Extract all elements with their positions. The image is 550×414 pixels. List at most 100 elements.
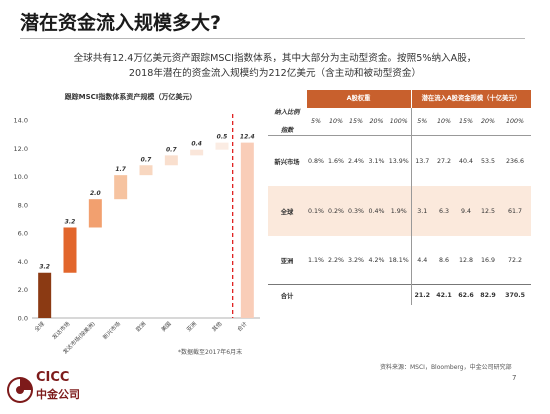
source-note: 资料来源：MSCI，Bloomberg，中金公司研究部 (380, 364, 512, 371)
table-cell: 12.5 (477, 186, 499, 236)
bar-value-label: 0.7 (141, 156, 152, 163)
category-label: 其他 (210, 319, 224, 333)
table-cell: 72.2 (508, 256, 523, 264)
table-cell: 53.5 (480, 157, 496, 165)
table-row: 亚洲 1.1% 2.2% 3.2% 4.2% 18.1% 4.4 8.6 12.… (268, 236, 531, 285)
y-tick-label: 0.0 (18, 315, 28, 323)
table-cell: 61.7 (499, 186, 532, 236)
waterfall-bar (215, 142, 229, 150)
col-header: 20% (477, 108, 499, 136)
header-inflow: 潜在流入A股资金规模（十亿美元） (410, 90, 532, 108)
title-divider (20, 38, 525, 39)
table-subheader-row: 纳入比例 指数 5% 10% 15% 20% 100% 5% 10% 15% 2… (268, 108, 532, 136)
total-label: 合计 (268, 284, 306, 305)
table-cell: 0.8% (308, 157, 324, 165)
table-total-row: 合计 21.2 42.1 62.6 82.9 370.5 (268, 284, 532, 305)
table-cell: 12.8 (458, 256, 474, 264)
table-cell: 3.1 (410, 186, 433, 236)
table-cell: 27.2 (436, 157, 452, 165)
table-cell: 62.6 (455, 284, 477, 305)
bar-value-label: 0.4 (191, 141, 202, 148)
col-header: 20% (366, 108, 387, 136)
logo-en: CICC (36, 370, 70, 385)
y-tick-label: 10.0 (14, 173, 28, 181)
subtitle-line-1: 全球共有12.4万亿美元资产跟踪MSCI指数体系，其中大部分为主动型资金。按照5… (73, 53, 477, 64)
waterfall-bar (63, 227, 77, 273)
row-label: 全球 (268, 186, 306, 236)
table-cell: 3.1% (368, 157, 385, 165)
bar-value-label: 12.4 (240, 134, 255, 141)
waterfall-bar (114, 175, 128, 200)
bar-value-label: 2.0 (90, 190, 101, 197)
y-tick-label: 2.0 (18, 286, 28, 294)
table-cell: 21.2 (410, 284, 433, 305)
page-number: 7 (512, 374, 517, 382)
waterfall-bar (38, 272, 52, 318)
y-tick-label: 6.0 (18, 230, 28, 238)
y-tick-label: 14.0 (14, 117, 28, 125)
page-title: 潜在资金流入规模多大? (20, 12, 222, 34)
index-label: 指数 (280, 127, 294, 134)
category-label: 发达市场 (50, 319, 72, 341)
y-tick-label: 4.0 (18, 258, 28, 266)
bar-value-label: 0.7 (166, 146, 177, 153)
table-cell: 2.2% (328, 256, 344, 264)
bar-value-label: 3.2 (65, 218, 76, 225)
chart-title: 跟踪MSCI指数体系资产规模（万亿美元） (64, 93, 197, 101)
row-label: 新兴市场 (274, 158, 300, 166)
logo-cn: 中金公司 (36, 388, 80, 401)
category-label: 欧洲 (134, 319, 148, 333)
table-cell (306, 284, 326, 305)
waterfall-chart: 0.0 2.0 4.0 6.0 8.0 10.0 12.0 14.0 3.2 全球 3.2 发达市场 2… (14, 114, 260, 356)
table-cell: 18.1% (388, 256, 409, 264)
chart-note: *数据截至2017年6月末 (178, 349, 243, 356)
table-cell: 40.4 (458, 157, 474, 165)
table-cell: 13.7 (410, 135, 433, 186)
waterfall-bar (88, 199, 102, 228)
table-cell (346, 284, 366, 305)
subtitle-line-2: 2018年潜在的资金流入规模约为212亿美元（含主动和被动型资金） (128, 68, 422, 79)
cicc-logo-icon (7, 377, 33, 403)
bar-value-label: 3.2 (39, 264, 50, 271)
col-header: 10% (433, 108, 455, 136)
table-cell: 0.4% (366, 186, 387, 236)
waterfall-bar (139, 165, 153, 176)
col-header: 100% (387, 108, 411, 136)
table-cell: 0.3% (346, 186, 366, 236)
category-label: 新兴市场 (101, 319, 123, 341)
table-cell (387, 284, 411, 305)
table-cell: 3.2% (348, 256, 364, 264)
table-cell: 1.6% (328, 157, 344, 165)
y-tick-label: 8.0 (18, 201, 28, 209)
waterfall-bar (190, 149, 204, 156)
col-header: 100% (499, 108, 532, 136)
col-header: 5% (410, 108, 433, 136)
waterfall-bar (164, 155, 178, 166)
table-cell: 13.9% (388, 157, 409, 165)
row-label: 亚洲 (280, 257, 294, 265)
table-cell: 1.9% (387, 186, 411, 236)
table-cell (366, 284, 387, 305)
table-cell (326, 284, 346, 305)
bar-value-label: 0.5 (217, 134, 228, 141)
table-cell: 0.1% (306, 186, 326, 236)
table-cell: 2.4% (348, 157, 364, 165)
table-row: 新兴市场 0.8% 1.6% 2.4% 3.1% 13.9% 13.7 27.2… (268, 135, 531, 186)
table-cell: 42.1 (433, 284, 455, 305)
bar-value-label: 1.7 (115, 166, 126, 173)
category-label: 美国 (159, 319, 173, 333)
table-cell: 370.5 (499, 284, 532, 305)
table-cell: 82.9 (477, 284, 499, 305)
table-cell: 1.1% (308, 256, 324, 264)
table-cell: 9.4 (455, 186, 477, 236)
y-tick-label: 12.0 (14, 145, 28, 153)
header-blank (268, 90, 306, 108)
category-label: 亚洲 (185, 320, 198, 333)
category-label: 合计 (235, 319, 249, 333)
table-cell: 8.6 (438, 256, 449, 264)
waterfall-bar (240, 142, 254, 318)
table-cell: 16.9 (480, 256, 496, 264)
ratio-label: 纳入比例 (274, 109, 300, 116)
ratio-index-label: 纳入比例 指数 (268, 108, 306, 136)
table-cell: 236.6 (506, 157, 525, 165)
